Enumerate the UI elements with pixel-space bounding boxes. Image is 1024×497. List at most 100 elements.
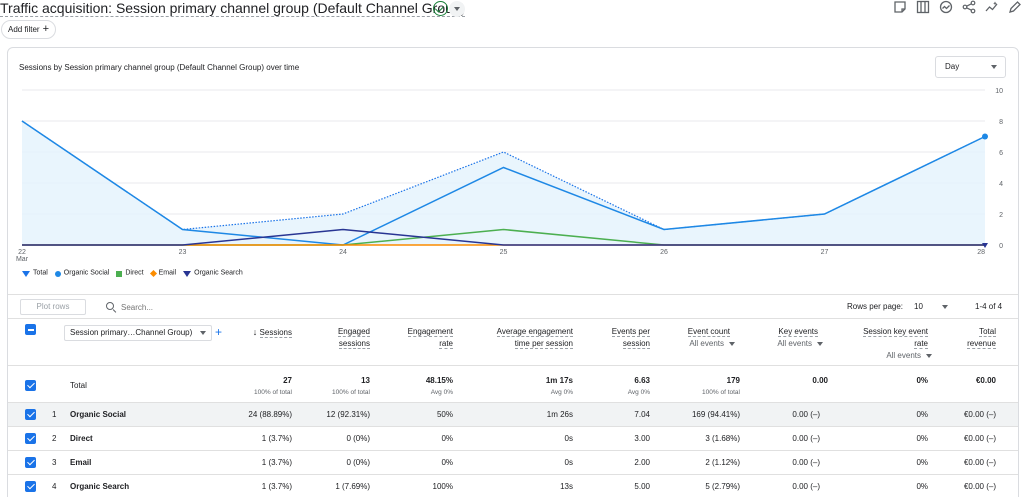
total-engrate: 48.15% xyxy=(425,376,453,385)
row-evcount: 2 (1.12%) xyxy=(705,458,740,467)
legend-item[interactable]: Organic Search xyxy=(183,270,243,277)
col-label: rate xyxy=(439,339,453,349)
total-revenue: €0.00 xyxy=(975,376,996,385)
y-tick-label: 4 xyxy=(999,181,1003,188)
chevron-down-icon[interactable] xyxy=(942,305,948,309)
granularity-select[interactable]: Day xyxy=(935,56,1006,78)
add-dimension-icon[interactable]: + xyxy=(215,325,223,339)
row-avgeng: 1m 26s xyxy=(546,410,573,419)
series-end-marker xyxy=(982,133,988,140)
legend-label: Direct xyxy=(125,270,144,277)
row-checkbox[interactable] xyxy=(25,457,36,468)
total-keyev: 0.00 xyxy=(812,376,828,385)
plus-icon: + xyxy=(42,23,49,35)
legend-label: Organic Search xyxy=(194,270,243,277)
report-edit-icon[interactable] xyxy=(893,0,907,14)
col-label: Events per xyxy=(611,327,650,337)
legend-item[interactable]: Email xyxy=(149,269,176,278)
legend-item[interactable]: Total xyxy=(22,270,48,277)
col-label: Key events xyxy=(778,327,818,337)
pagination-range: 1-4 of 4 xyxy=(975,302,1003,311)
chevron-down-icon xyxy=(729,341,735,346)
rows-per-page-select[interactable]: 10 xyxy=(914,302,923,311)
row-index: 2 xyxy=(52,434,57,443)
chart-title: Sessions by Session primary channel grou… xyxy=(19,63,300,72)
table-row[interactable] xyxy=(8,403,1018,427)
table-row[interactable] xyxy=(8,427,1018,451)
row-rev: €0.00 (–) xyxy=(963,482,996,491)
total-checkbox[interactable] xyxy=(25,380,36,391)
row-skrate: 0% xyxy=(916,434,928,443)
row-checkbox[interactable] xyxy=(25,481,36,492)
triangle-icon xyxy=(183,270,192,277)
row-channel-name[interactable]: Organic Search xyxy=(70,482,130,491)
row-evcount: 169 (94.41%) xyxy=(691,410,740,419)
col-session-key-event-rate[interactable]: Session key event rate xyxy=(840,326,928,350)
row-channel-name[interactable]: Direct xyxy=(70,434,93,443)
filter-label: All events xyxy=(886,351,921,360)
row-epsess: 7.04 xyxy=(634,410,650,419)
col-sessions[interactable]: ↓ Sessions xyxy=(240,326,292,339)
row-engaged: 0 (0%) xyxy=(346,434,370,443)
row-checkbox[interactable] xyxy=(25,409,36,420)
col-events-per-session[interactable]: Events per session xyxy=(585,326,650,350)
check-circle-icon[interactable] xyxy=(433,1,448,16)
total-engaged: 13 xyxy=(361,376,370,385)
divider xyxy=(8,294,1018,295)
col-label: Total xyxy=(979,327,996,337)
share-icon[interactable] xyxy=(962,0,976,14)
row-sessions: 1 (3.7%) xyxy=(261,434,292,443)
col-label: Session key event xyxy=(863,327,928,337)
title-dropdown-button[interactable] xyxy=(449,1,465,17)
y-tick-label: 8 xyxy=(999,119,1003,126)
row-keyev: 0.00 (–) xyxy=(792,482,820,491)
row-checkbox[interactable] xyxy=(25,433,36,444)
col-label: Engaged xyxy=(337,327,370,337)
row-rev: €0.00 (–) xyxy=(963,434,996,443)
select-all-checkbox[interactable] xyxy=(25,324,36,335)
col-label: Average engagement xyxy=(496,327,573,337)
row-skrate: 0% xyxy=(916,482,928,491)
compare-icon[interactable] xyxy=(916,0,930,14)
legend-item[interactable]: Direct xyxy=(116,270,144,277)
row-sessions: 1 (3.7%) xyxy=(261,482,292,491)
row-avgeng: 13s xyxy=(560,482,573,491)
y-tick-label: 10 xyxy=(995,88,1003,95)
add-filter-label: Add filter xyxy=(8,25,40,34)
plot-rows-button[interactable]: Plot rows xyxy=(20,299,86,315)
session-key-event-filter[interactable]: All events xyxy=(840,350,932,362)
add-filter-button[interactable]: Add filter + xyxy=(1,20,56,39)
col-key-events[interactable]: Key events xyxy=(745,326,818,338)
table-row[interactable] xyxy=(8,451,1018,475)
event-count-filter[interactable]: All events xyxy=(660,338,735,350)
legend-item[interactable]: Organic Social xyxy=(54,270,109,277)
total-sessions-sub: 100% of total xyxy=(254,389,292,396)
circle-icon xyxy=(54,270,61,277)
insights-icon[interactable] xyxy=(939,0,953,14)
series-line-4 xyxy=(22,228,985,246)
chevron-down-icon xyxy=(817,341,823,346)
search-input[interactable] xyxy=(121,300,421,314)
x-tick-label: 25 xyxy=(500,249,508,256)
y-tick-label: 2 xyxy=(999,212,1003,219)
row-channel-name[interactable]: Organic Social xyxy=(70,410,127,419)
col-event-count[interactable]: Event count xyxy=(660,326,730,338)
rows-per-page-label: Rows per page: xyxy=(847,302,904,311)
row-engrate: 0% xyxy=(441,458,453,467)
row-sessions: 24 (88.89%) xyxy=(248,410,292,419)
dimension-select[interactable]: Session primary…Channel Group) xyxy=(64,325,212,341)
row-channel-name[interactable]: Email xyxy=(70,458,92,467)
col-total-revenue[interactable]: Total revenue xyxy=(940,326,996,350)
col-label: Engagement xyxy=(407,327,453,337)
row-epsess: 2.00 xyxy=(634,458,650,467)
col-label: session xyxy=(622,339,650,349)
col-engaged-sessions[interactable]: Engaged sessions xyxy=(300,326,370,350)
col-engagement-rate[interactable]: Engagement rate xyxy=(380,326,453,350)
pencil-icon[interactable] xyxy=(1008,0,1022,14)
col-avg-engagement-time[interactable]: Average engagement time per session xyxy=(463,326,573,350)
anomaly-icon[interactable] xyxy=(985,0,999,14)
key-events-filter[interactable]: All events xyxy=(745,338,823,350)
total-evcount-sub: 100% of total xyxy=(702,389,740,396)
chevron-down-icon xyxy=(926,353,932,358)
row-engrate: 100% xyxy=(432,482,453,491)
